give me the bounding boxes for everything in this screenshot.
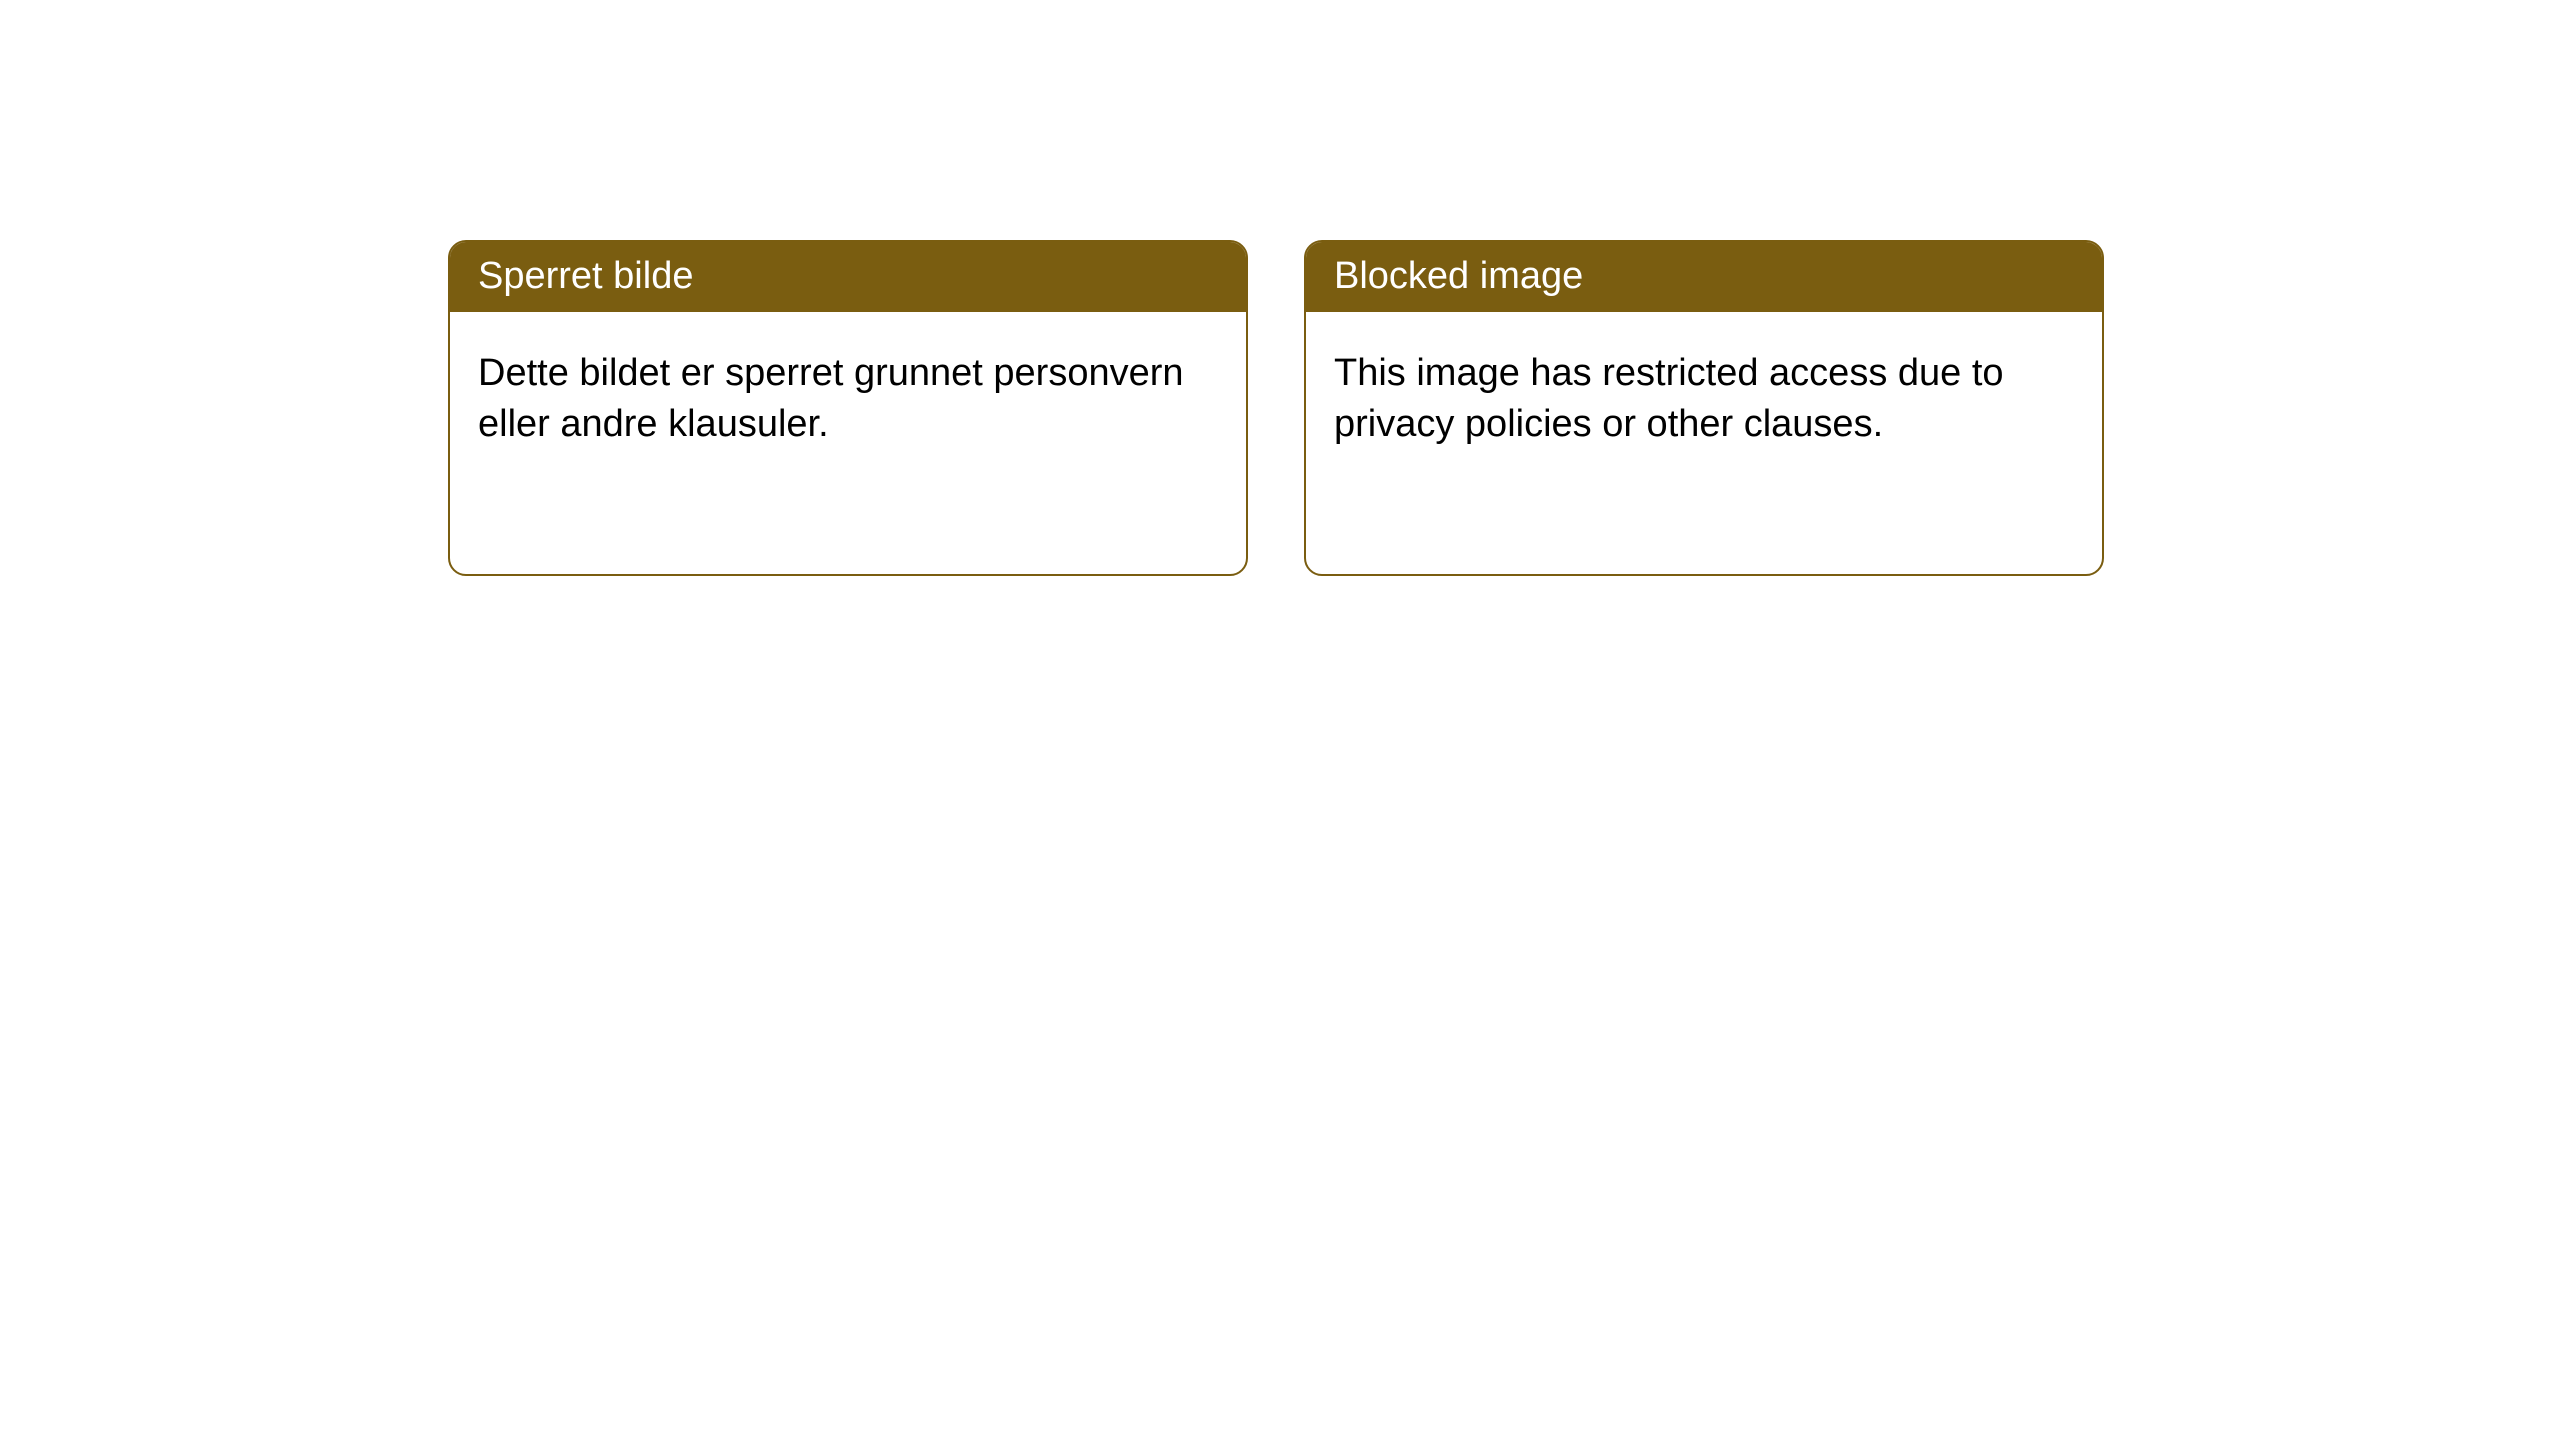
- notice-card-english: Blocked image This image has restricted …: [1304, 240, 2104, 576]
- card-header: Sperret bilde: [450, 242, 1246, 312]
- notice-card-container: Sperret bilde Dette bildet er sperret gr…: [448, 240, 2104, 576]
- card-header: Blocked image: [1306, 242, 2102, 312]
- notice-card-norwegian: Sperret bilde Dette bildet er sperret gr…: [448, 240, 1248, 576]
- card-body: This image has restricted access due to …: [1306, 312, 2102, 487]
- card-body: Dette bildet er sperret grunnet personve…: [450, 312, 1246, 487]
